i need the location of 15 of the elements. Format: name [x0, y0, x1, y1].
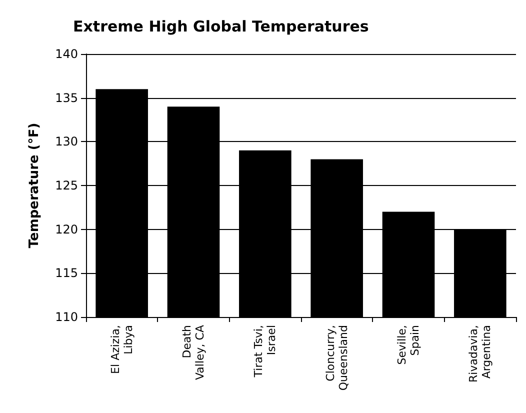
- y-tick-label: 140: [55, 47, 78, 61]
- y-tick-label: 120: [55, 222, 78, 236]
- y-tick-label: 135: [55, 90, 78, 105]
- chart-title: Extreme High Global Temperatures: [73, 18, 369, 36]
- y-tick-label: 130: [55, 134, 78, 149]
- x-tick-label: Seville, Spain: [396, 324, 422, 365]
- y-tick-label: 125: [55, 178, 78, 192]
- y-tick-label: 110: [55, 310, 78, 324]
- x-tick-label: El Azizia, Libya: [108, 325, 135, 374]
- x-tick-label: Death Valley, CA: [180, 324, 206, 380]
- x-tick-label: Cloncurry, Queensland: [324, 325, 350, 391]
- y-axis-title: Temperature (°F): [27, 122, 42, 248]
- x-tick-label: Rivadavia, Argentina: [467, 325, 494, 382]
- y-tick-label: 115: [55, 266, 78, 280]
- x-tick-label: Tirat Tsvi, Israel: [252, 325, 278, 378]
